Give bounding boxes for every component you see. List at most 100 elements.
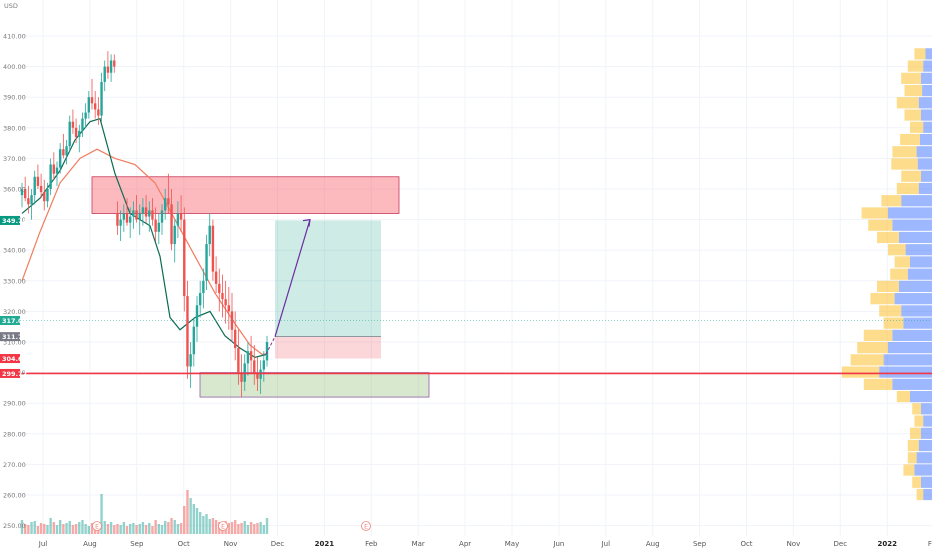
profile-bar-down [863, 378, 893, 390]
volume-bar [259, 522, 262, 534]
candle-body [122, 213, 126, 220]
candle-body [87, 97, 91, 113]
price-tag-bg [0, 354, 20, 364]
volume-bar [65, 523, 68, 534]
x-tick-label: Mar [412, 540, 425, 548]
volume-bar [132, 523, 135, 534]
profile-bar-down [910, 427, 921, 439]
profile-bar-up [892, 329, 932, 341]
profile-bar-down [910, 121, 924, 133]
volume-bar [55, 525, 59, 534]
candle-body [151, 210, 154, 220]
volume-bar [36, 526, 40, 534]
horizontal-line[interactable] [20, 320, 932, 375]
price-axis[interactable]: 410.00400.00390.00380.00370.00360.00350.… [3, 33, 26, 531]
volume-bar [116, 524, 119, 534]
candle-body [30, 195, 33, 205]
volume-bar [160, 525, 164, 534]
candle-body [71, 121, 75, 128]
candle-body [100, 81, 103, 116]
volume-bar [119, 525, 122, 534]
earnings-marker[interactable] [361, 521, 371, 531]
candle-body [148, 210, 151, 217]
projection-dash [265, 336, 276, 355]
candle-body [81, 118, 84, 131]
candle-body [109, 60, 113, 73]
candle-body [141, 207, 145, 214]
volume-bar [154, 520, 157, 534]
y-tick-label: 320.00 [3, 308, 26, 316]
profile-bar-down [892, 146, 917, 158]
candle-body [39, 185, 43, 193]
x-tick-label: Aug [646, 540, 660, 548]
profile-bar-down [914, 48, 926, 60]
x-tick-label: Jul [601, 540, 611, 548]
loss-zone [275, 336, 381, 359]
volume-bar [179, 523, 183, 534]
earnings-marker[interactable] [92, 521, 102, 531]
earnings-marker[interactable] [218, 521, 228, 531]
candle-body [78, 130, 81, 137]
y-tick-label: 390.00 [3, 94, 26, 102]
y-tick-label: 260.00 [3, 492, 26, 500]
profile-bar-up [923, 121, 932, 133]
candle-body [113, 60, 116, 67]
x-tick-label: 2021 [315, 540, 335, 548]
profile-bar-up [921, 170, 932, 182]
volume-bar [144, 525, 148, 534]
x-tick-label: May [505, 540, 519, 548]
supply-zone[interactable] [91, 176, 400, 214]
volume-bar [227, 523, 231, 534]
candle-body [160, 210, 164, 223]
profile-bar-down [863, 329, 893, 341]
volume-bar [237, 524, 240, 534]
candle-body [243, 363, 246, 382]
candle-body [214, 271, 218, 284]
y-tick-label: 290.00 [3, 400, 26, 408]
volume-bar [23, 524, 27, 534]
time-axis[interactable]: Jul Aug Sep Oct Nov Dec 2021 Feb Mar Apr May Jun Jul… [38, 540, 932, 548]
profile-bar-up [879, 366, 932, 378]
profile-bar-up [892, 378, 932, 390]
profile-bar-up [910, 390, 932, 403]
volume-bar [189, 498, 192, 534]
price-tag-bg [0, 368, 20, 378]
demand-zone[interactable] [199, 372, 430, 398]
price-tag-label: 304.60 [2, 355, 28, 363]
price-tag-label: 317.03 [2, 317, 27, 325]
y-tick-label: 380.00 [3, 124, 26, 132]
volume-bar [265, 518, 269, 534]
profile-bar-down [896, 390, 910, 403]
x-tick-label: Sep [693, 540, 707, 548]
profile-bar-up [888, 342, 932, 354]
volume-bar [103, 521, 106, 534]
volume-bar [170, 518, 173, 534]
volume-bar [128, 524, 132, 534]
volume-bar [87, 526, 91, 534]
volume-bar [192, 504, 196, 534]
profile-bar-down [841, 366, 880, 378]
x-tick-label: Oct [740, 540, 752, 548]
candle-body [132, 210, 135, 217]
long-position-tool[interactable] [275, 220, 381, 359]
projection-arrow[interactable] [265, 218, 311, 355]
volume-bar [71, 525, 75, 534]
volume-bar [109, 522, 113, 534]
profile-bar-down [904, 109, 921, 121]
price-tag: 299.72 [0, 368, 27, 378]
profile-bar-up [922, 84, 932, 97]
volume-bar [214, 520, 218, 534]
candle-body [46, 189, 49, 202]
volume-bar [52, 522, 56, 534]
profile-bar-down [883, 317, 904, 329]
price-tag: 349.72 [0, 215, 27, 225]
candle-body [68, 121, 71, 147]
volume-bar [148, 523, 151, 534]
volume-bar [253, 524, 256, 534]
x-tick-label: Jul [38, 540, 48, 548]
profile-bar-down [888, 244, 906, 256]
y-tick-label: 370.00 [3, 155, 26, 163]
